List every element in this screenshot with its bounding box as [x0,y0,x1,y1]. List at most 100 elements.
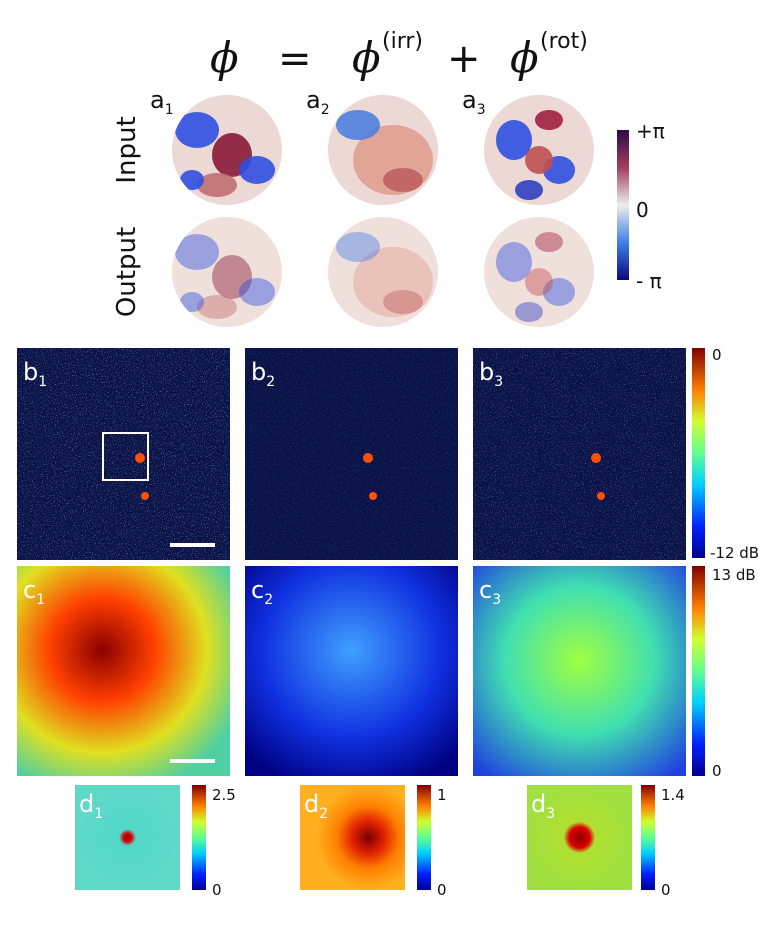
panel-subscript: 3 [492,592,501,608]
colorbar-label: 0 [437,881,447,899]
colorbar-label: -12 dB [710,544,759,562]
panel-label: b3 [479,358,503,390]
panel-subscript: 3 [477,102,486,118]
phase-blob [353,247,433,317]
phase-map [328,95,438,205]
phase-blob [525,146,553,174]
panel-label: a2 [306,86,330,118]
panel-subscript: 2 [266,374,275,390]
phase-blob [515,180,543,200]
focus-spot [597,492,605,500]
phase-blob [239,278,275,306]
focus-spot [135,453,145,463]
intensity-map [17,566,230,776]
phase-blob [197,173,237,197]
intensity-map [245,566,458,776]
panel-subscript: 1 [36,592,45,608]
panel-letter: d [531,790,546,818]
equation-term: ϕ [510,33,539,82]
panel-subscript: 2 [319,806,328,822]
row-label: Input [112,116,142,183]
panel-letter: b [251,358,266,386]
panel-label: a1 [150,86,174,118]
scale-bar [170,759,215,763]
phase-blob [535,232,563,252]
colorbar [641,785,655,890]
phase-map [484,95,594,205]
roi-box [102,432,149,481]
colorbar-label: 0 [212,881,222,899]
panel-letter: d [304,790,319,818]
phase-map [484,217,594,327]
panel-label: c2 [251,576,273,608]
panel-letter: b [23,358,38,386]
colorbar-label: 0 [712,762,722,780]
phase-map [172,217,282,327]
panel-letter: c [479,576,492,604]
panel-subscript: 3 [494,374,503,390]
psf-map [527,785,632,890]
phase-blob [535,110,563,130]
row-label: Output [112,227,142,317]
equation-term: + [447,36,481,82]
phase-bg [328,217,438,327]
intensity-speckle [245,348,458,560]
phase-blob [383,290,423,314]
phase-blob [175,112,219,148]
colorbar-label: 0 [636,198,649,222]
focus-spot [591,453,601,463]
equation-superscript: (irr) [382,29,423,54]
panel-label: b2 [251,358,275,390]
panel-letter: c [23,576,36,604]
panel-label: c3 [479,576,501,608]
panel-subscript: 1 [165,102,174,118]
intensity-speckle [17,348,230,560]
focus-spot [369,492,377,500]
phase-bg [484,217,594,327]
phase-blob [336,110,380,140]
psf-map [300,785,405,890]
panel-subscript: 1 [38,374,47,390]
colorbar-label: 2.5 [212,786,236,804]
phase-blob [239,156,275,184]
colorbar-label: 0 [712,346,722,364]
intensity-map [473,566,686,776]
psf-map [75,785,180,890]
colorbar-label: - π [636,269,662,293]
phase-blob [515,302,543,322]
panel-subscript: 3 [546,806,555,822]
colorbar-label: +π [636,119,665,143]
colorbar [617,130,629,280]
phase-blob [180,170,204,190]
panel-label: d3 [531,790,555,822]
panel-label: a3 [462,86,486,118]
panel-letter: a [150,86,165,114]
focus-spot [363,453,373,463]
scale-bar [170,543,215,547]
phase-blob [525,268,553,296]
panel-label: d1 [79,790,103,822]
phase-blob [212,255,252,299]
phase-blob [383,168,423,192]
colorbar [692,348,705,558]
phase-blob [496,120,532,160]
panel-label: b1 [23,358,47,390]
equation-term: = [278,36,312,82]
phase-map [328,217,438,327]
colorbar-label: 13 dB [712,566,756,584]
colorbar [692,566,705,776]
colorbar [417,785,431,890]
panel-letter: a [306,86,321,114]
phase-blob [336,232,380,262]
focus-spot [141,492,149,500]
panel-letter: a [462,86,477,114]
phase-blob [543,278,575,306]
equation-term: ϕ [352,33,381,82]
panel-subscript: 2 [321,102,330,118]
colorbar-label: 0 [661,881,671,899]
panel-letter: d [79,790,94,818]
colorbar-label: 1.4 [661,786,685,804]
equation-superscript: (rot) [540,29,588,54]
